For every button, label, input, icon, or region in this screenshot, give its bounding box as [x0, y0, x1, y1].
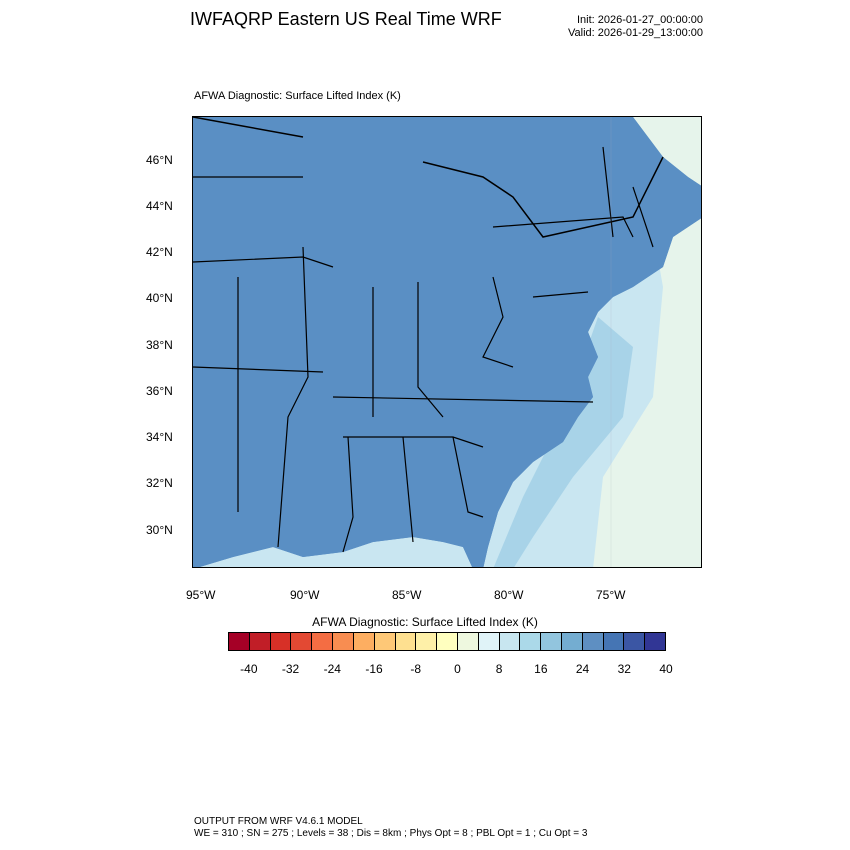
lat-label-34: 34°N [146, 430, 173, 444]
colorbar-cell [374, 633, 396, 650]
lat-label-46: 46°N [146, 153, 173, 167]
map-panel [192, 116, 702, 568]
model-config: WE = 310 ; SN = 275 ; Levels = 38 ; Dis … [194, 828, 588, 839]
colorbar-cell [457, 633, 479, 650]
plot-title: IWFAQRP Eastern US Real Time WRF [190, 9, 502, 29]
colorbar-tick-label: -8 [410, 662, 422, 676]
colorbar-cell [437, 633, 458, 650]
model-info: OUTPUT FROM WRF V4.6.1 MODEL WE = 310 ; … [194, 816, 587, 840]
lon-label-95: 95°W [186, 588, 216, 602]
colorbar-cell [520, 633, 542, 650]
colorbar-cell [603, 633, 625, 650]
colorbar-tick-label: 0 [454, 662, 461, 676]
colorbar [228, 632, 666, 651]
colorbar-tick-label: -40 [240, 662, 258, 676]
colorbar-cell [312, 633, 334, 650]
lon-label-75: 75°W [596, 588, 626, 602]
model-version: OUTPUT FROM WRF V4.6.1 MODEL [194, 816, 363, 827]
colorbar-tick-label: 8 [495, 662, 503, 676]
country-border [193, 117, 664, 238]
near-ocean [493, 317, 633, 567]
lat-label-38: 38°N [146, 338, 173, 352]
colorbar-cell [562, 633, 583, 650]
colorbar-tick-label: 40 [659, 662, 673, 676]
colorbar-title: AFWA Diagnostic: Surface Lifted Index (K… [312, 615, 538, 629]
lifted-index-map [193, 117, 701, 567]
colorbar-cell [291, 633, 313, 650]
colorbar-tick-label: -24 [323, 662, 341, 676]
init-time: Init: 2026-01-27_00:00:00 [577, 14, 703, 26]
colorbar-tick-label: 24 [575, 662, 590, 676]
colorbar-tick-label: 32 [617, 662, 631, 676]
colorbar-cell [270, 633, 292, 650]
lat-label-44: 44°N [146, 199, 173, 213]
colorbar-cell [395, 633, 417, 650]
colorbar-cell [229, 633, 250, 650]
colorbar-cell [499, 633, 521, 650]
lat-label-30: 30°N [146, 523, 173, 537]
colorbar-cell [582, 633, 604, 650]
lat-label-36: 36°N [146, 384, 173, 398]
colorbar-cell [541, 633, 562, 650]
colorbar-cell [416, 633, 438, 650]
colorbar-cell [249, 633, 271, 650]
valid-time: Valid: 2026-01-29_13:00:00 [568, 27, 703, 39]
colorbar-tick-label: -32 [281, 662, 300, 676]
colorbar-cell [333, 633, 354, 650]
state-borders [193, 146, 654, 553]
lon-label-85: 85°W [392, 588, 422, 602]
colorbar-tick-label: -16 [365, 662, 383, 676]
map-field-label: AFWA Diagnostic: Surface Lifted Index (K… [194, 90, 401, 102]
colorbar-cell [353, 633, 375, 650]
colorbar-tick-label: 16 [534, 662, 548, 676]
init-valid-times: Init: 2026-01-27_00:00:00 Valid: 2026-01… [568, 14, 703, 40]
colorbar-cell [478, 633, 500, 650]
lat-label-42: 42°N [146, 245, 173, 259]
colorbar-cell [645, 633, 666, 650]
lat-label-32: 32°N [146, 476, 173, 490]
colorbar-cell [624, 633, 646, 650]
lat-label-40: 40°N [146, 291, 173, 305]
lon-label-90: 90°W [290, 588, 320, 602]
lon-label-80: 80°W [494, 588, 524, 602]
